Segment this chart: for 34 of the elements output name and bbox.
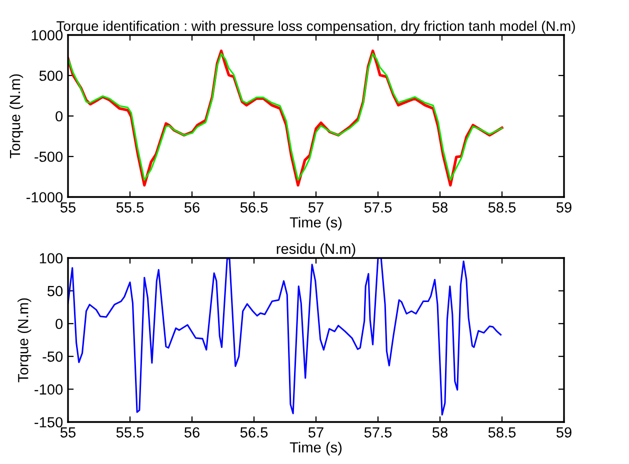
line-series xyxy=(68,258,502,416)
y-tick-label: -50 xyxy=(42,352,63,362)
y-tick-label: -150 xyxy=(34,417,63,428)
x-axis-title: Time (s) xyxy=(290,216,342,230)
y-tick-label: -100 xyxy=(34,384,63,395)
y-axis-title: Torque (N.m) xyxy=(9,74,24,158)
x-tick-label: 56 xyxy=(184,202,200,213)
x-tick-label: 59 xyxy=(556,202,572,213)
x-tick-label: 57 xyxy=(308,427,324,438)
x-tick-label: 58 xyxy=(432,427,448,438)
x-tick-label: 58.5 xyxy=(488,202,516,213)
y-tick-label: 50 xyxy=(48,286,63,296)
y-axis-title: Torque (N.m) xyxy=(18,298,32,382)
chart-title: residu (N.m) xyxy=(276,243,356,257)
x-tick-label: 55 xyxy=(60,427,76,438)
x-tick-label: 57 xyxy=(308,202,324,213)
y-tick-label: 0 xyxy=(56,318,63,330)
x-tick-label: 55.5 xyxy=(116,427,144,438)
y-tick-label: 500 xyxy=(39,70,63,81)
x-tick-label: 56.5 xyxy=(240,427,268,438)
x-tick-label: 57.5 xyxy=(364,202,392,213)
x-tick-label: 58.5 xyxy=(488,427,516,438)
x-axis-title: Time (s) xyxy=(290,442,342,456)
x-tick-label: 55 xyxy=(60,202,76,213)
y-tick-label: -500 xyxy=(34,152,63,162)
x-tick-label: 58 xyxy=(432,202,448,213)
x-tick-label: 59 xyxy=(556,427,572,438)
y-tick-label: 0 xyxy=(56,111,63,122)
x-tick-label: 55.5 xyxy=(116,202,144,213)
x-tick-label: 56 xyxy=(184,427,200,438)
y-tick-label: 100 xyxy=(40,253,63,264)
y-tick-label: -1000 xyxy=(26,192,63,202)
x-tick-label: 57.5 xyxy=(364,427,392,438)
x-tick-label: 56.5 xyxy=(240,202,268,213)
